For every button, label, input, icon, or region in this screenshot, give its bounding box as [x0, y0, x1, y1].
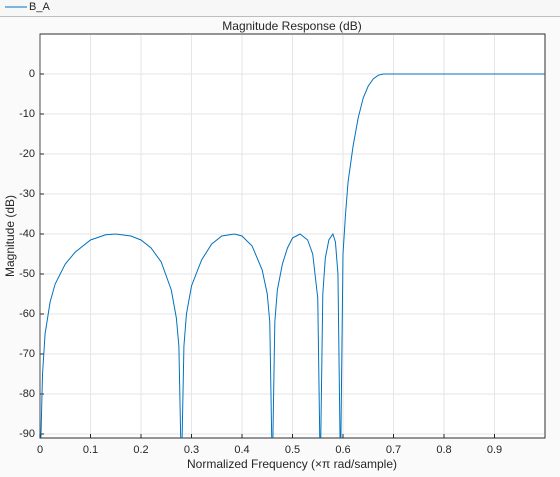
y-tick-label: -20	[19, 148, 35, 160]
x-tick-label: 0.7	[386, 444, 401, 456]
chart-title: Magnitude Response (dB)	[222, 19, 361, 33]
plot-frame	[39, 33, 546, 439]
x-tick-label: 0	[37, 444, 43, 456]
x-tick-label: 0.5	[285, 444, 300, 456]
x-tick-label: 0.2	[133, 444, 148, 456]
x-tick-label: 0.9	[487, 444, 502, 456]
x-axis-label: Normalized Frequency (×π rad/sample)	[187, 457, 397, 471]
legend-label: B_A	[29, 1, 50, 13]
y-tick-label: -50	[19, 268, 35, 280]
y-axis-label: Magnitude (dB)	[3, 195, 17, 277]
y-tick-label: -10	[19, 108, 35, 120]
y-tick-label: -70	[19, 348, 35, 360]
x-tick-label: 0.3	[184, 444, 199, 456]
y-tick-label: 0	[29, 68, 35, 80]
x-tick-label: 0.8	[436, 444, 451, 456]
x-tick-label: 0.6	[335, 444, 350, 456]
y-tick-label: -80	[19, 388, 35, 400]
legend-bar	[0, 0, 560, 16]
y-tick-label: -90	[19, 428, 35, 440]
x-tick-label: 0.1	[83, 444, 98, 456]
x-tick-label: 0.4	[234, 444, 249, 456]
y-tick-label: -60	[19, 308, 35, 320]
y-tick-label: -40	[19, 228, 35, 240]
y-tick-label: -30	[19, 188, 35, 200]
series-line	[40, 73, 545, 438]
